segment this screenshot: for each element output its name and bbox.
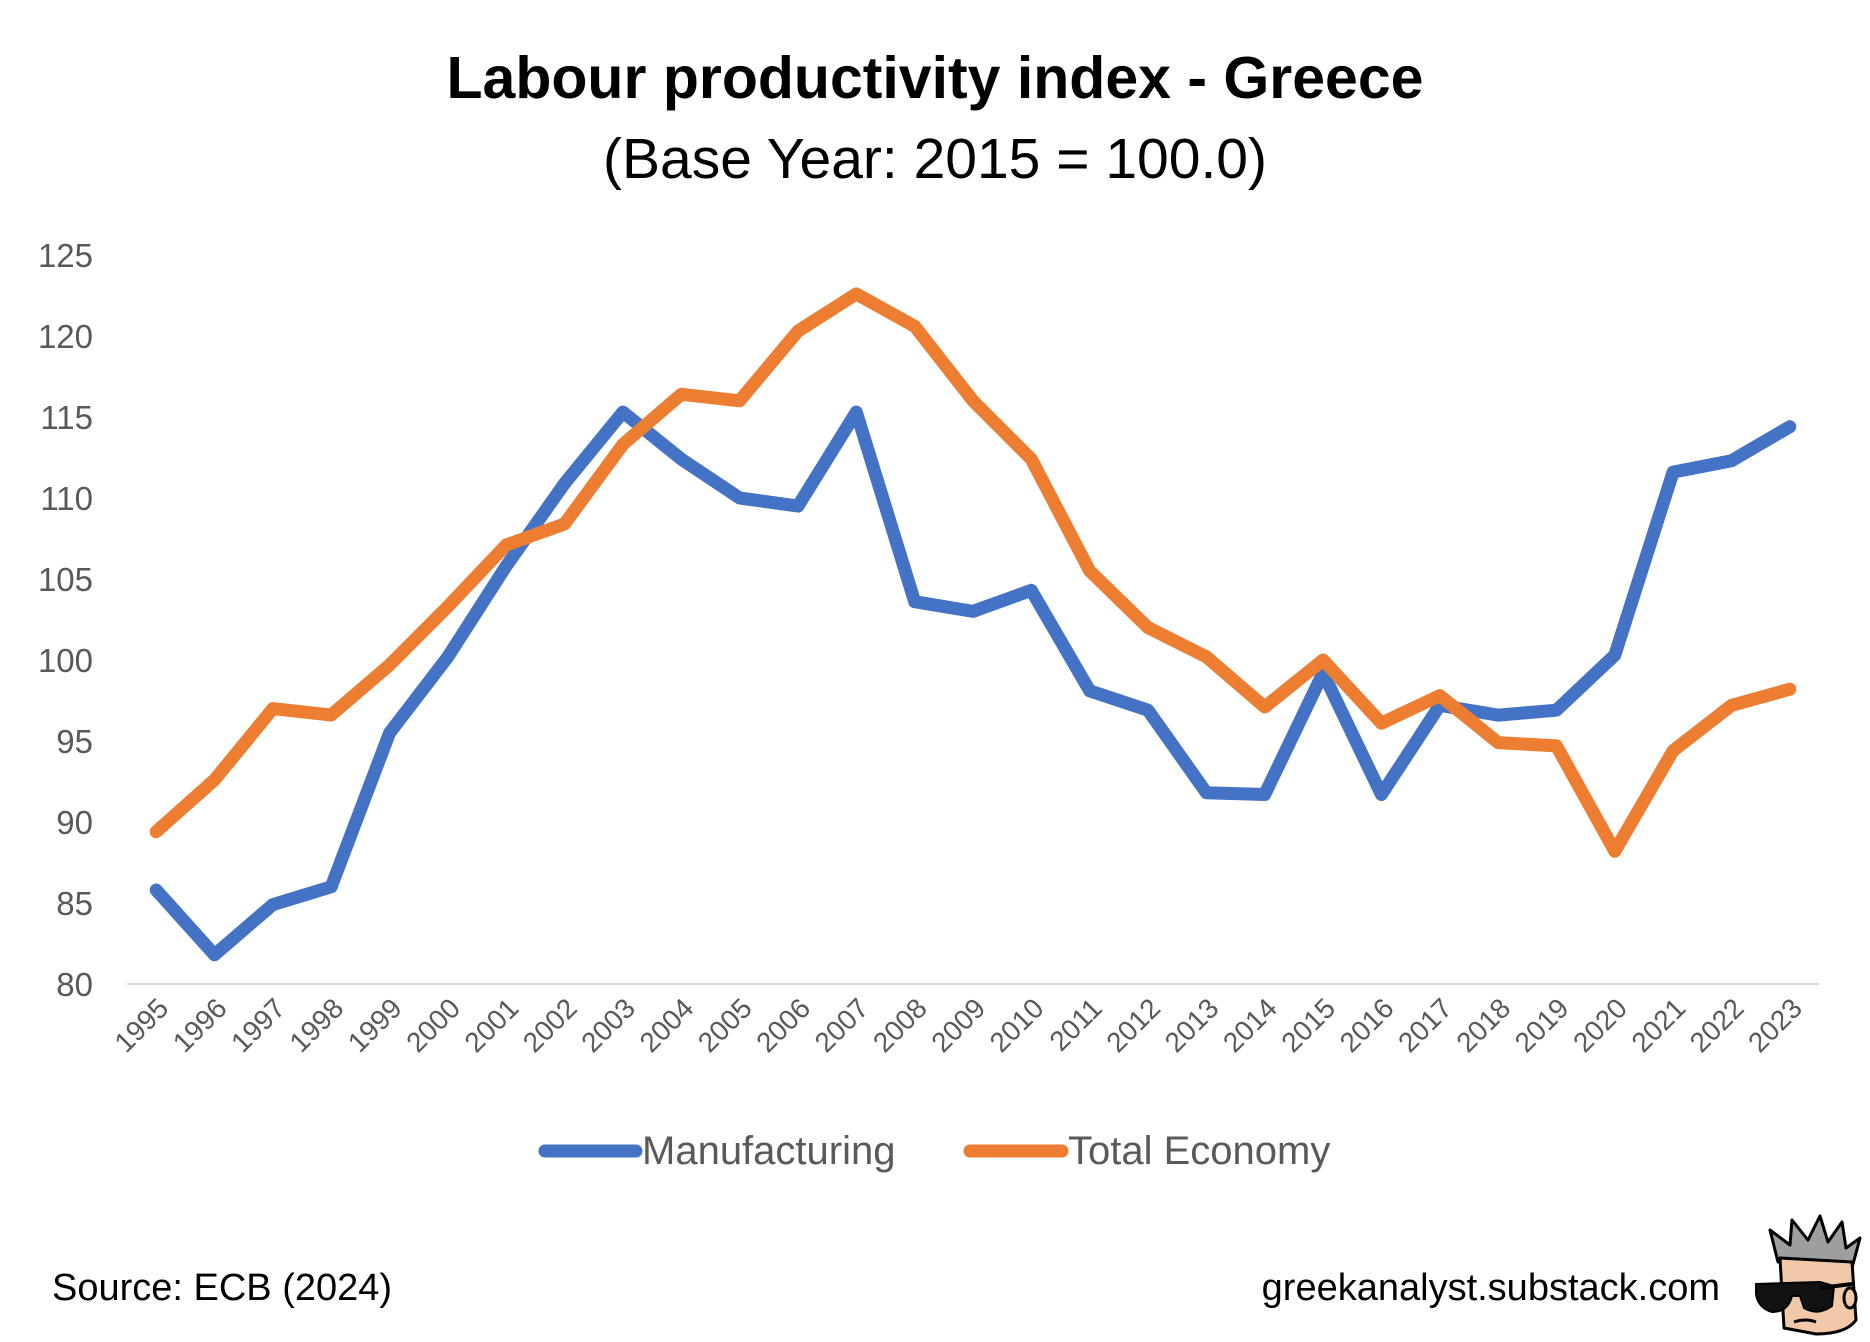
- y-tick-label: 90: [56, 804, 93, 841]
- chart-subtitle: (Base Year: 2015 = 100.0): [603, 127, 1267, 191]
- y-tick-label: 105: [38, 561, 93, 598]
- y-axis-ticks: 80 85 90 95 100 105 110 115 120 125: [38, 237, 93, 1003]
- y-tick-label: 120: [38, 318, 93, 355]
- y-tick-label: 100: [38, 642, 93, 679]
- legend: Manufacturing Total Economy: [538, 1129, 1330, 1173]
- y-tick-label: 95: [56, 723, 93, 760]
- site-url: greekanalyst.substack.com: [1262, 1267, 1720, 1309]
- y-tick-label: 125: [38, 237, 93, 274]
- legend-label-total-economy: Total Economy: [1068, 1129, 1330, 1173]
- chart-title: Labour productivity index - Greece: [447, 45, 1424, 111]
- source-note: Source: ECB (2024): [52, 1267, 392, 1309]
- series-line-total-economy: [149, 287, 1797, 858]
- y-tick-label: 80: [56, 966, 93, 1003]
- y-tick-label: 110: [40, 480, 93, 517]
- series-lines: [149, 287, 1797, 962]
- series-line-manufacturing: [149, 405, 1797, 962]
- y-tick-label: 115: [40, 399, 93, 436]
- legend-label-manufacturing: Manufacturing: [642, 1129, 895, 1173]
- y-tick-label: 85: [56, 885, 93, 922]
- avatar-with-sunglasses-icon: [1755, 1214, 1862, 1336]
